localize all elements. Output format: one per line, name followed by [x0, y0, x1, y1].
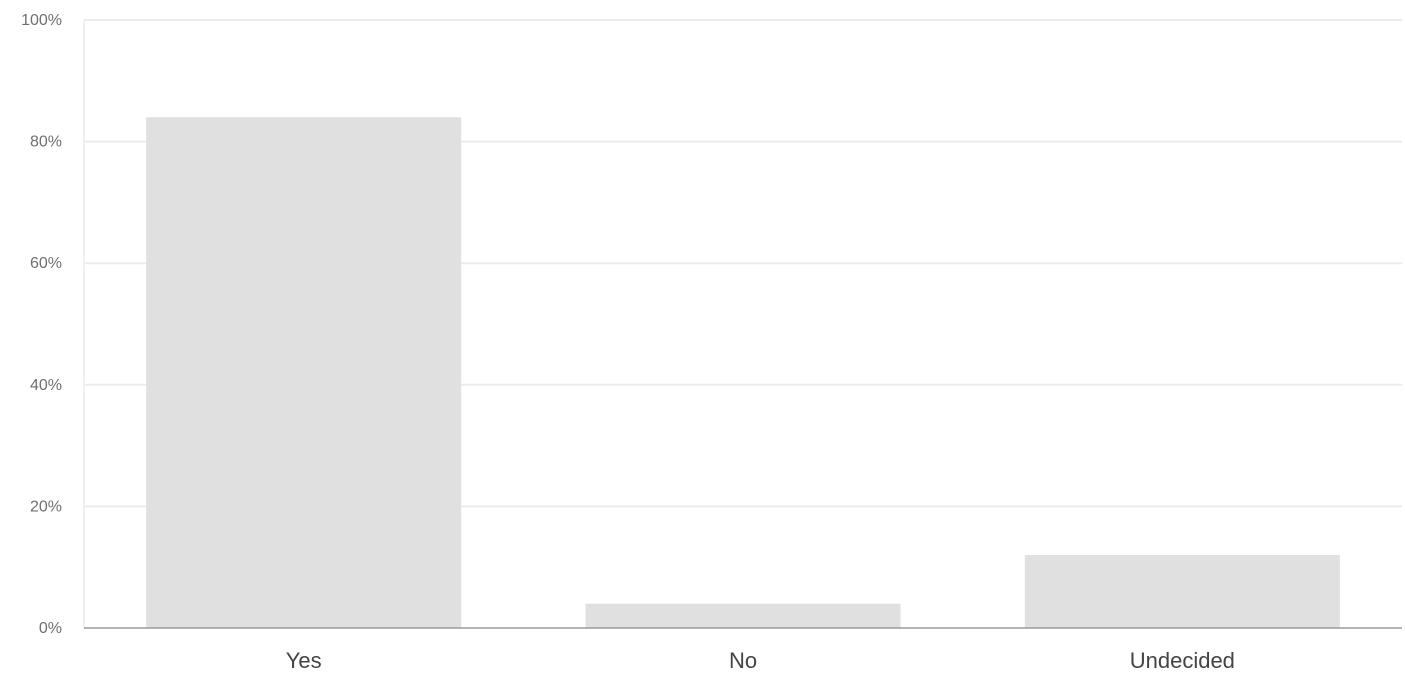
y-axis: 0% 20% 40% 60% 80% 100%	[21, 12, 85, 637]
y-tick-label: 40%	[30, 377, 62, 394]
y-tick-label: 100%	[21, 12, 62, 29]
bar-undecided	[1024, 555, 1340, 628]
bars	[146, 117, 1340, 628]
y-tick-label: 60%	[30, 255, 62, 272]
x-tick-label: Undecided	[1130, 648, 1235, 673]
x-axis: Yes No Undecided	[84, 627, 1402, 673]
y-tick-label: 20%	[30, 498, 62, 515]
bar-no	[585, 603, 901, 628]
y-tick-label: 80%	[30, 134, 62, 151]
bar-yes	[146, 117, 462, 628]
x-tick-label: Yes	[286, 648, 322, 673]
y-tick-label: 0%	[39, 620, 62, 637]
x-tick-label: No	[729, 648, 757, 673]
